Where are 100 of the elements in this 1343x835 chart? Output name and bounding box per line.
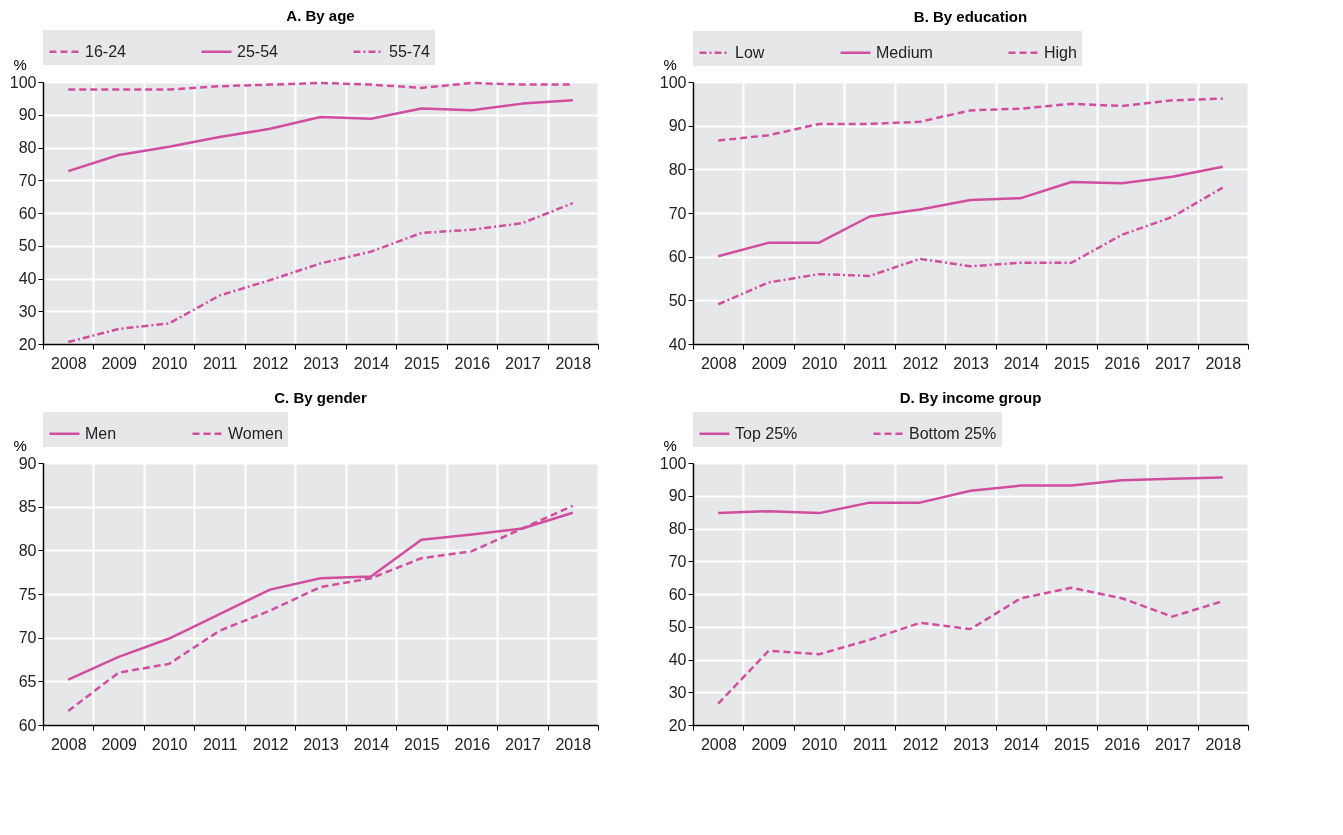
legend-label: Top 25% [735, 424, 798, 442]
y-axis-title: % [13, 55, 27, 73]
x-tick-label: 2008 [700, 354, 737, 372]
x-tick-label: 2015 [404, 354, 440, 372]
legend-label: Low [735, 43, 765, 61]
y-tick-label: 70 [668, 204, 687, 222]
x-tick-label: 2010 [151, 354, 188, 372]
y-tick-label: 50 [668, 291, 687, 309]
legend-label: Bottom 25% [909, 424, 997, 442]
chart-title: A. By age [286, 7, 355, 24]
x-tick-label: 2017 [505, 354, 541, 372]
y-tick-label: 90 [668, 487, 687, 505]
x-tick-label: 2009 [751, 354, 788, 372]
x-tick-label: 2018 [555, 735, 592, 753]
x-tick-label: 2016 [454, 735, 491, 753]
x-tick-label: 2015 [1054, 735, 1090, 753]
legend-label: Women [228, 424, 283, 442]
line-series [66, 504, 575, 713]
line-series [716, 186, 1225, 306]
x-tick-label: 2011 [852, 354, 888, 372]
y-tick-label: 70 [18, 629, 37, 647]
x-tick-label: 2010 [801, 735, 838, 753]
line-series [716, 476, 1225, 515]
x-tick-label: 2017 [505, 735, 541, 753]
x-tick-label: 2018 [1205, 735, 1242, 753]
y-tick-label: 75 [18, 585, 37, 603]
x-tick-label: 2014 [1003, 354, 1040, 372]
y-tick-label: 65 [18, 672, 37, 690]
x-tick-label: 2016 [454, 354, 491, 372]
x-tick-label: 2011 [852, 735, 888, 753]
x-tick-label: 2009 [751, 735, 788, 753]
y-tick-label: 100 [659, 454, 687, 472]
x-tick-label: 2012 [252, 735, 289, 753]
x-tick-label: 2016 [1104, 354, 1141, 372]
legend-label: 55-74 [389, 42, 431, 60]
y-tick-label: 50 [18, 237, 37, 255]
line-series [716, 165, 1225, 258]
line-series [716, 97, 1225, 142]
x-tick-label: 2011 [202, 354, 238, 372]
legend-label: 16-24 [85, 42, 127, 60]
y-tick-label: 90 [668, 117, 687, 135]
x-tick-label: 2012 [902, 735, 939, 753]
y-tick-label: 80 [668, 160, 687, 178]
y-tick-label: 60 [18, 716, 37, 734]
line-series [66, 99, 575, 173]
x-tick-label: 2017 [1155, 354, 1191, 372]
y-tick-label: 90 [18, 106, 37, 124]
x-tick-label: 2013 [303, 354, 339, 372]
y-tick-label: 20 [668, 716, 687, 734]
y-tick-label: 40 [668, 651, 687, 668]
x-tick-label: 2009 [101, 354, 138, 372]
y-tick-label: 60 [668, 248, 687, 266]
y-tick-label: 40 [668, 335, 687, 353]
legend-label: Medium [876, 43, 933, 61]
x-tick-label: 2014 [353, 354, 390, 372]
y-tick-label: 60 [668, 585, 687, 603]
x-tick-label: 2016 [1104, 735, 1141, 753]
x-tick-label: 2015 [404, 735, 440, 753]
y-tick-label: 30 [668, 683, 687, 701]
y-tick-label: 80 [18, 541, 37, 559]
x-tick-label: 2008 [50, 354, 87, 372]
x-tick-label: 2011 [202, 735, 238, 753]
y-tick-label: 70 [668, 552, 687, 570]
y-tick-label: 50 [668, 618, 687, 636]
y-axis-title: % [663, 55, 677, 73]
line-series [66, 201, 575, 344]
y-tick-label: 80 [18, 139, 37, 156]
y-tick-label: 85 [18, 498, 37, 516]
y-tick-label: 80 [668, 520, 687, 537]
y-tick-label: 60 [18, 204, 37, 222]
chart-title: B. By education [913, 8, 1028, 25]
x-tick-label: 2012 [902, 354, 939, 372]
legend-label: Men [85, 424, 117, 442]
y-tick-label: 90 [18, 454, 37, 472]
x-tick-label: 2018 [555, 354, 592, 372]
x-tick-label: 2010 [151, 735, 188, 753]
chart-title: C. By gender [274, 389, 367, 406]
chart-title: D. By income group [899, 389, 1042, 406]
x-tick-label: 2015 [1054, 354, 1090, 372]
x-tick-label: 2008 [50, 735, 87, 753]
x-tick-label: 2017 [1155, 735, 1191, 753]
y-tick-label: 40 [18, 270, 37, 287]
legend-label: High [1044, 43, 1077, 61]
y-tick-label: 100 [9, 73, 37, 91]
x-tick-label: 2009 [101, 735, 138, 753]
x-tick-label: 2014 [353, 735, 390, 753]
x-tick-label: 2013 [953, 354, 989, 372]
y-axis-title: % [13, 436, 27, 454]
y-tick-label: 30 [18, 302, 37, 320]
x-tick-label: 2014 [1003, 735, 1040, 753]
legend-label: 25-54 [237, 42, 279, 60]
x-tick-label: 2018 [1205, 354, 1242, 372]
x-tick-label: 2010 [801, 354, 838, 372]
x-tick-label: 2012 [252, 354, 289, 372]
y-axis-title: % [663, 436, 677, 454]
y-tick-label: 20 [18, 335, 37, 353]
y-tick-label: 100 [659, 73, 687, 91]
y-tick-label: 70 [18, 171, 37, 189]
x-tick-label: 2008 [700, 735, 737, 753]
x-tick-label: 2013 [953, 735, 989, 753]
